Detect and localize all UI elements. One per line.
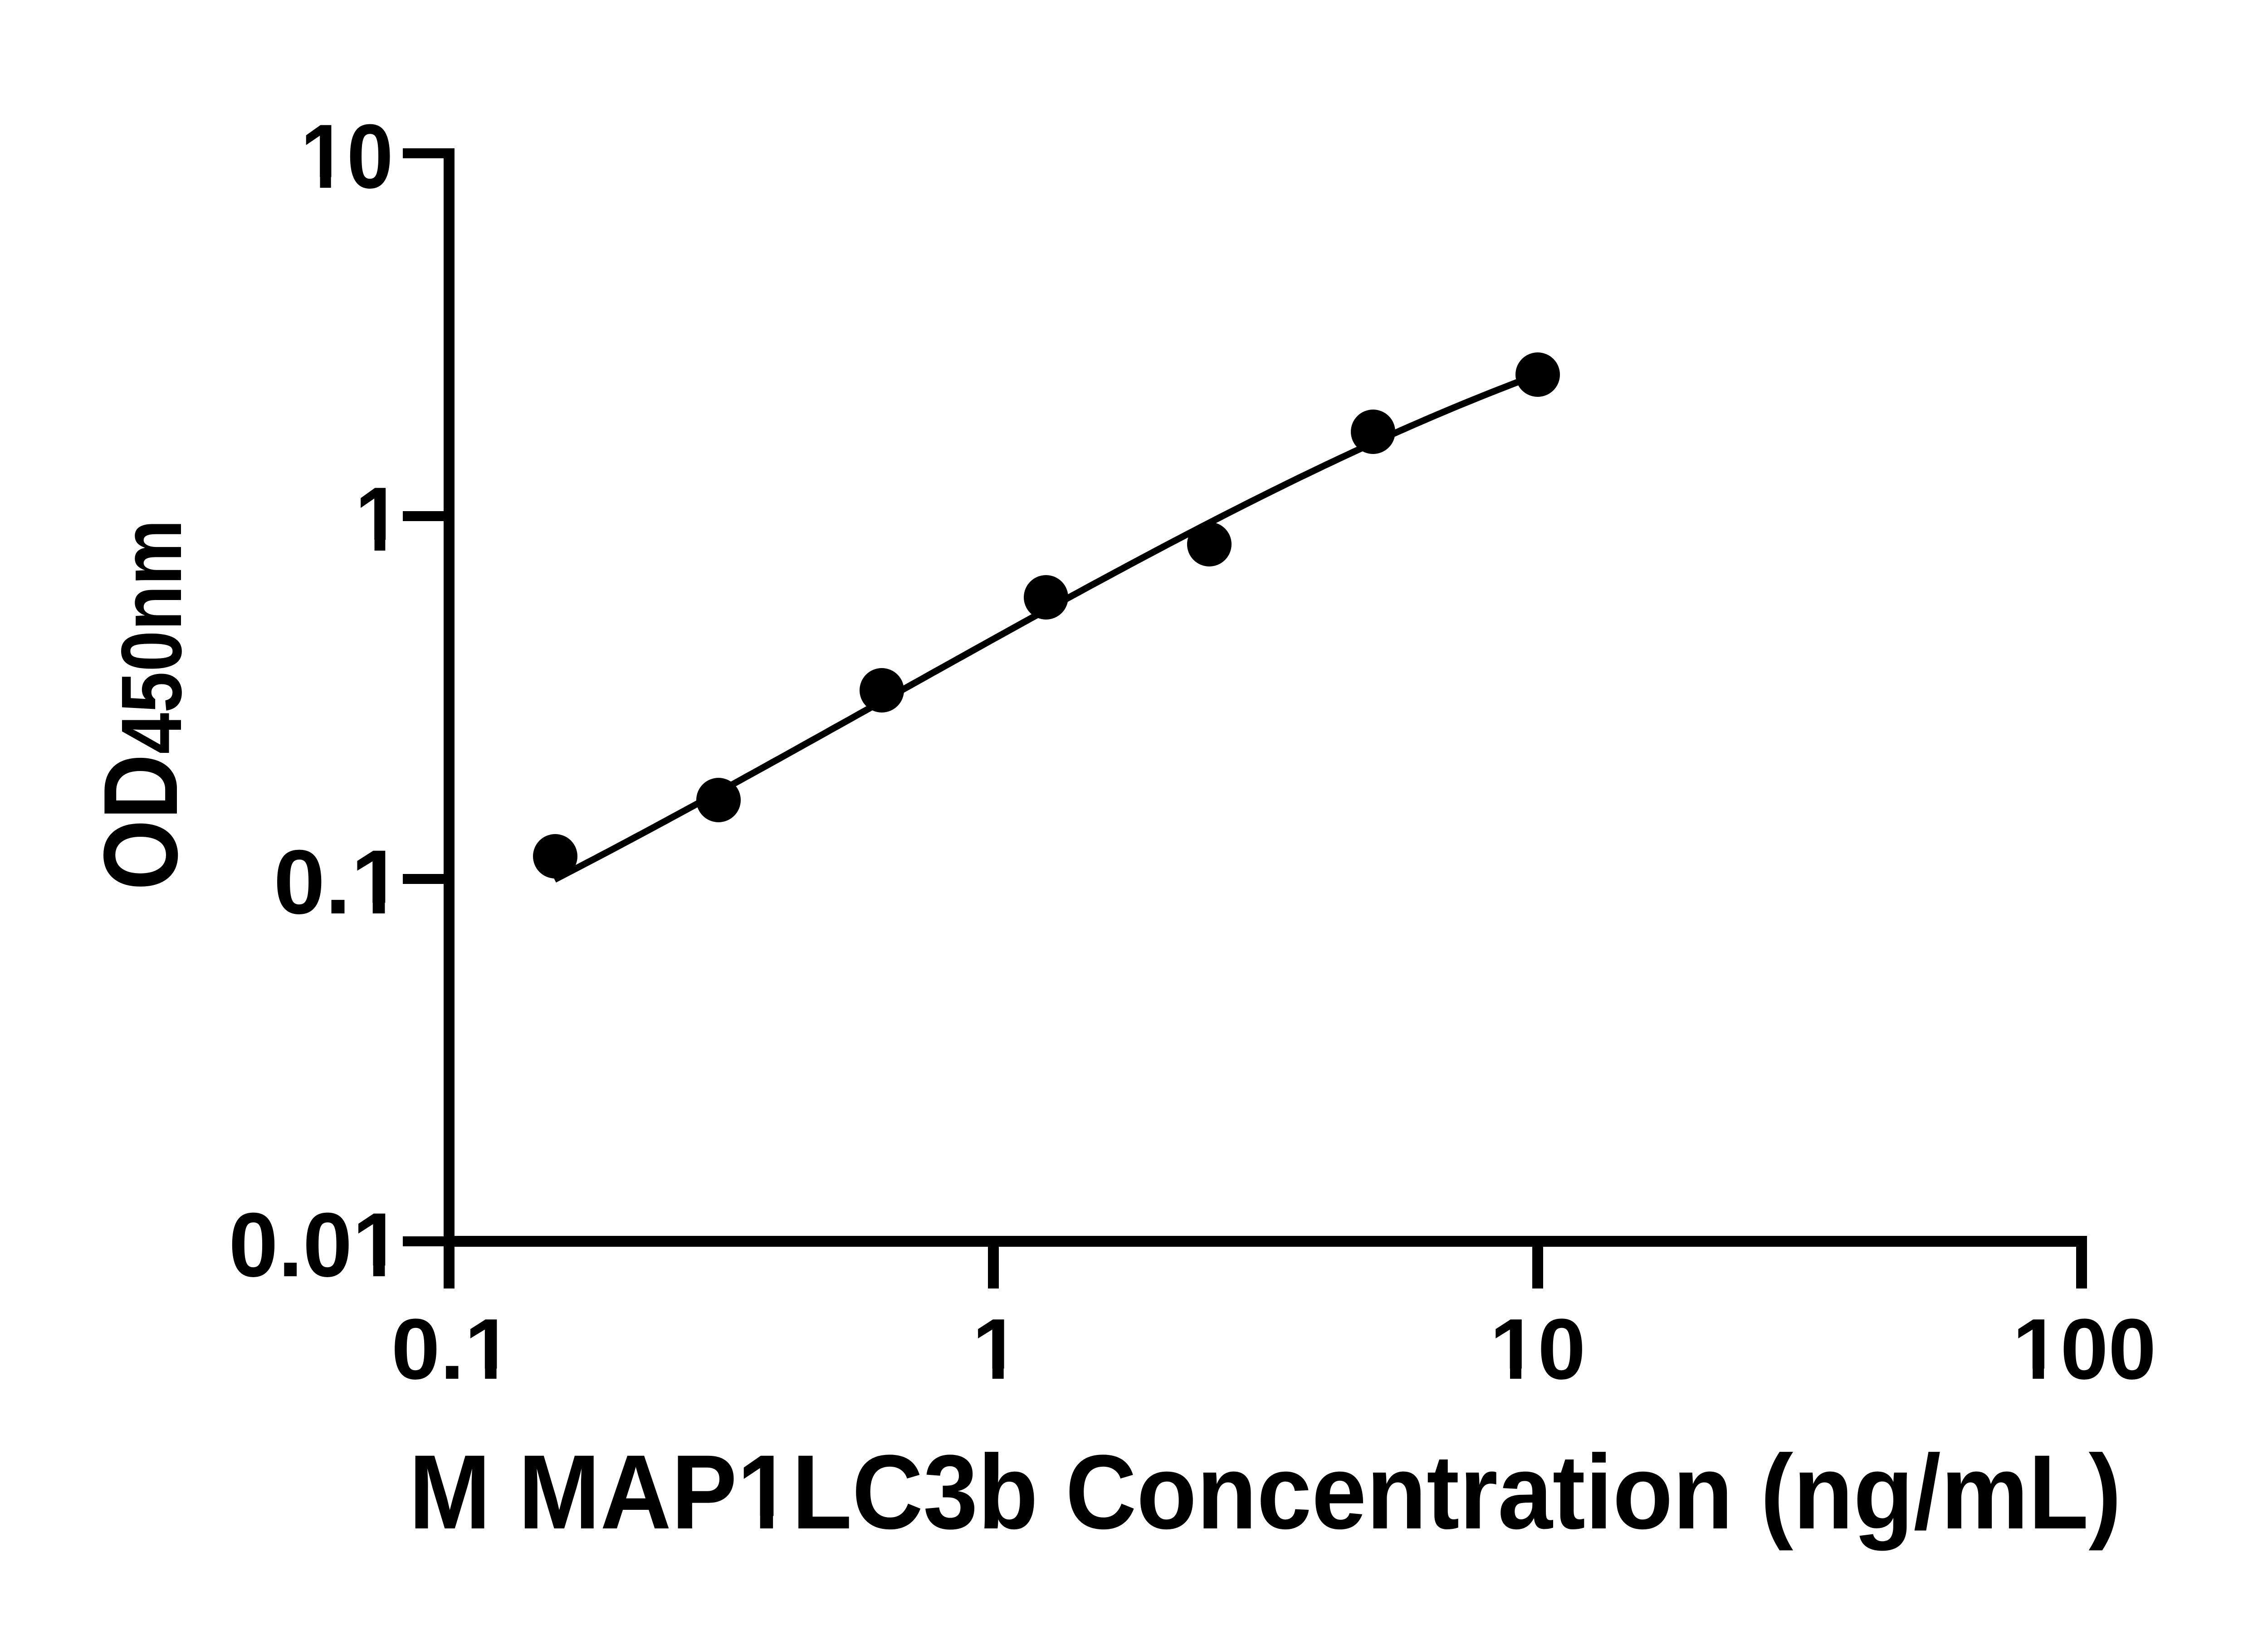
svg-text:1: 1: [972, 1301, 1020, 1397]
svg-text:M MAP1LC3b Concentration (ng/m: M MAP1LC3b Concentration (ng/mL): [409, 1433, 2121, 1551]
svg-text:10: 10: [1490, 1301, 1585, 1397]
svg-text:0.01: 0.01: [229, 1194, 402, 1296]
svg-text:10: 10: [300, 106, 393, 207]
svg-text:OD450nm: OD450nm: [82, 519, 199, 890]
svg-text:0.1: 0.1: [391, 1301, 513, 1397]
svg-text:1: 1: [355, 468, 401, 570]
svg-text:100: 100: [2012, 1301, 2156, 1397]
svg-text:0.1: 0.1: [274, 831, 402, 933]
